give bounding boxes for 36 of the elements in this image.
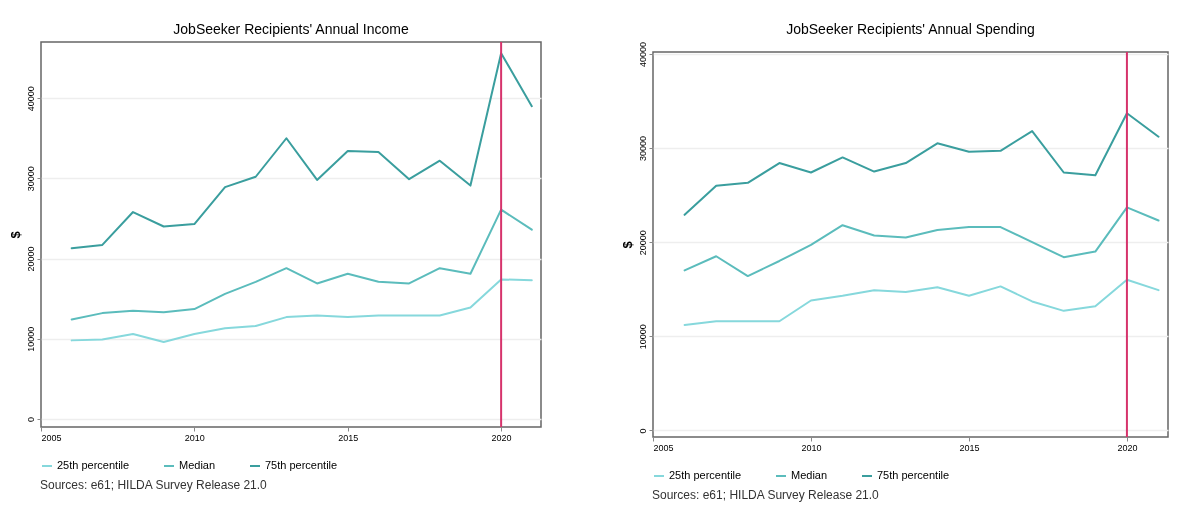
y-axis-title: $	[7, 230, 23, 239]
legend-label: 25th percentile	[669, 469, 742, 481]
x-tick-label: 2015	[338, 432, 359, 443]
line-series	[70, 278, 533, 343]
legend-label: 25th percentile	[57, 459, 130, 471]
legend-label: Median	[791, 469, 828, 481]
chart-title: JobSeeker Recipients' Annual Spending	[786, 21, 1035, 38]
y-tick-label: 10000	[637, 324, 648, 350]
x-tick-label: 2010	[801, 442, 822, 453]
legend-label: 75th percentile	[265, 459, 338, 471]
x-tick-label: 2010	[184, 432, 205, 443]
x-tick-label: 2020	[1117, 442, 1138, 453]
y-tick-label: 40000	[25, 86, 36, 112]
y-tick-label: 30000	[25, 166, 36, 192]
y-tick-label: 40000	[637, 41, 648, 67]
y-tick-label: 20000	[25, 246, 36, 272]
line-series	[683, 206, 1160, 278]
line-series	[683, 278, 1160, 326]
y-tick-label: 0	[25, 416, 36, 422]
source-note: Sources: e61; HILDA Survey Release 21.0	[40, 478, 268, 492]
line-series	[683, 112, 1160, 216]
legend-label: 75th percentile	[877, 469, 950, 481]
y-tick-label: 20000	[637, 230, 648, 256]
source-note: Sources: e61; HILDA Survey Release 21.0	[652, 488, 880, 502]
line-series	[70, 52, 533, 250]
line-series	[70, 208, 533, 321]
x-tick-label: 2020	[491, 432, 512, 443]
chart-title: JobSeeker Recipients' Annual Income	[173, 21, 409, 37]
x-tick-label: 2005	[653, 442, 674, 453]
y-tick-label: 30000	[637, 136, 648, 162]
y-tick-label: 10000	[25, 326, 36, 352]
x-tick-label: 2015	[959, 442, 980, 453]
x-tick-label: 2005	[41, 432, 62, 443]
y-axis-title: $	[619, 240, 635, 249]
y-tick-label: 0	[637, 428, 648, 434]
legend-label: Median	[179, 459, 216, 471]
